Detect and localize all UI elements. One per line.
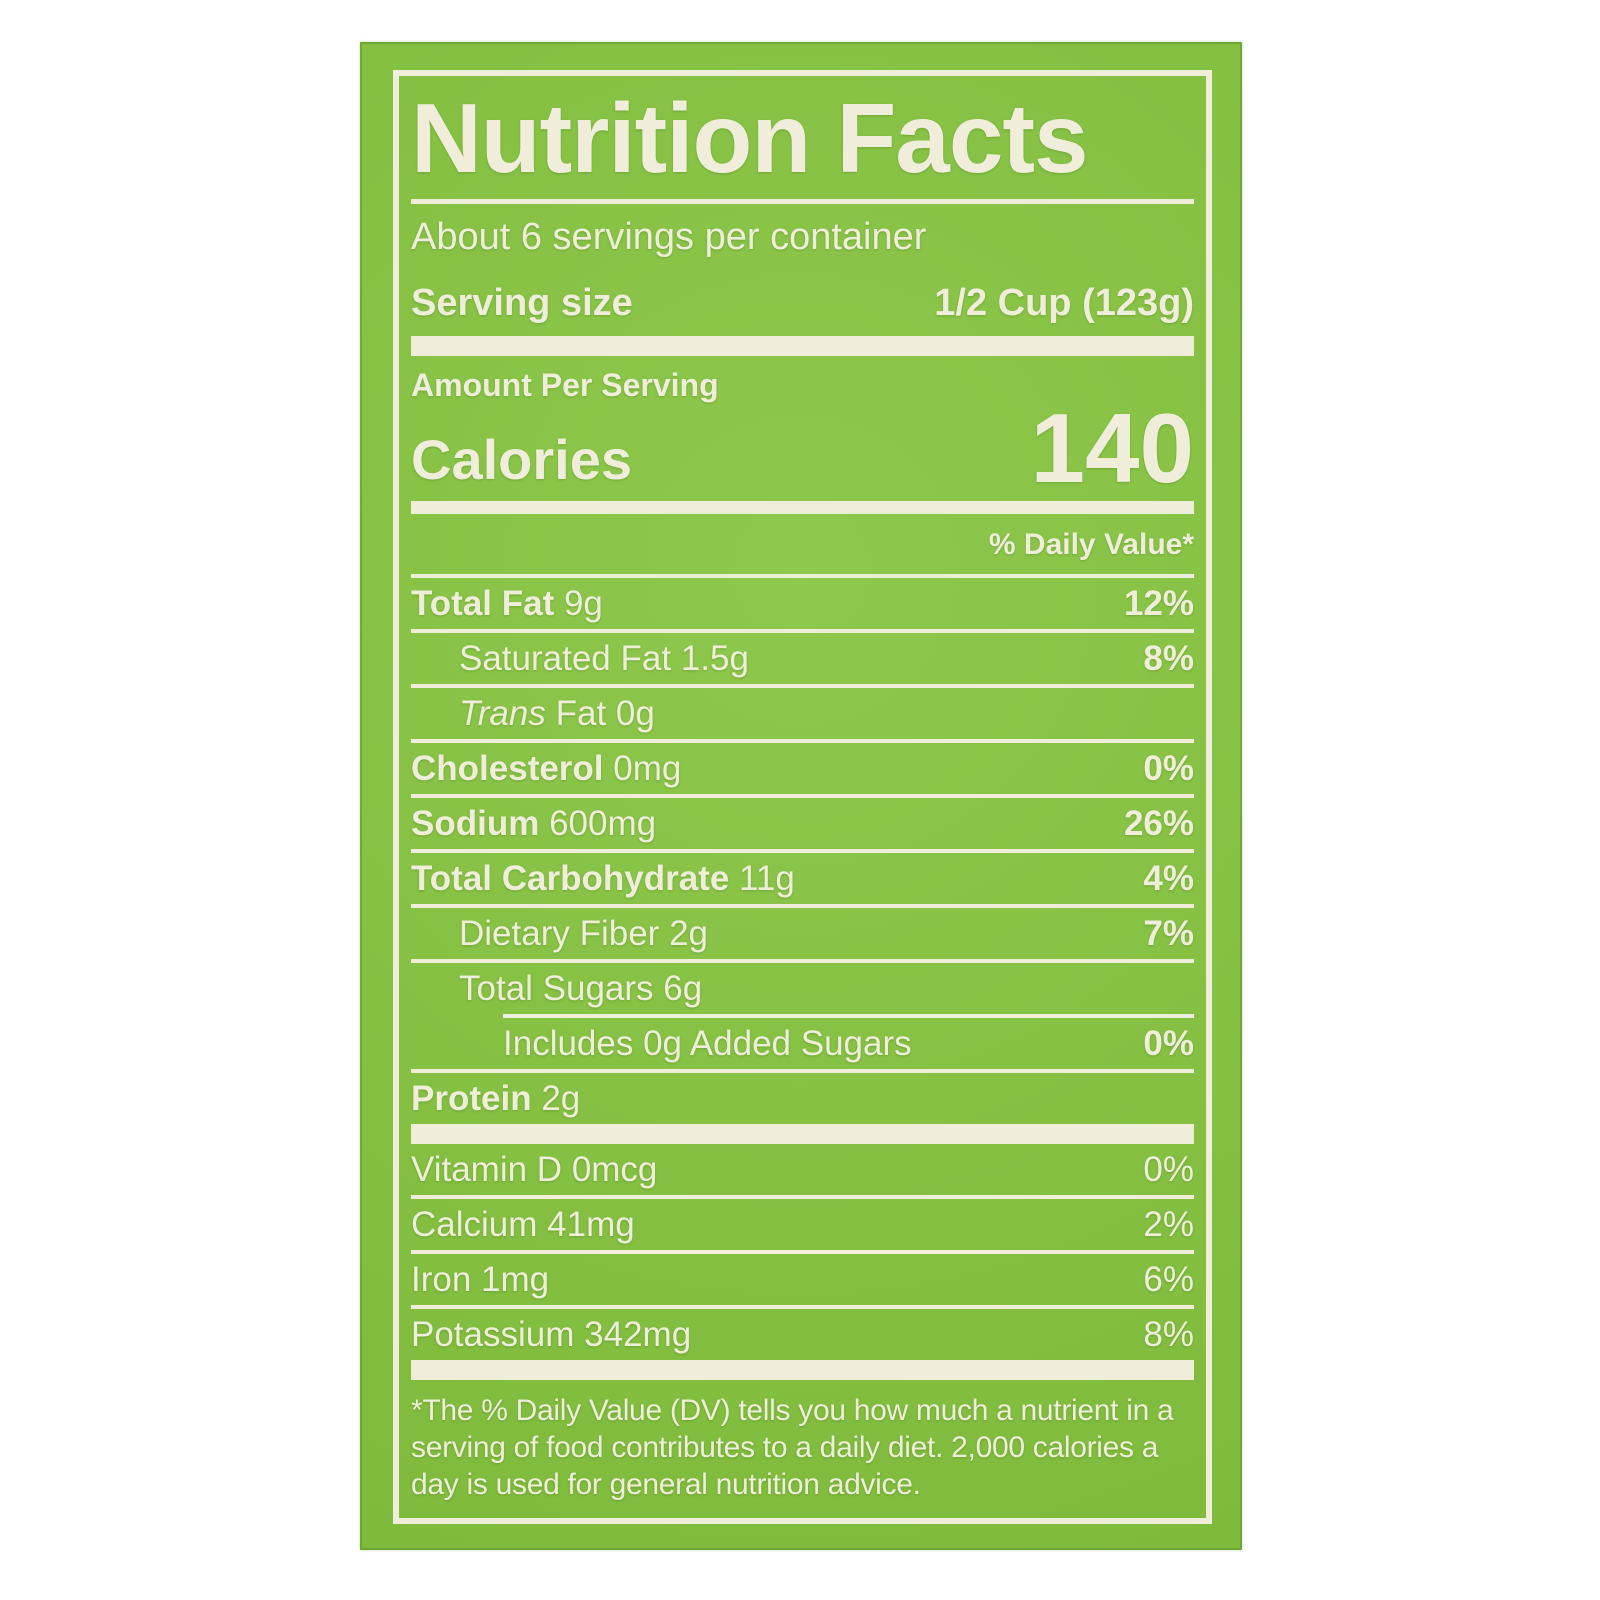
vitamin-amount: 0mcg (571, 1150, 658, 1189)
vitamin-name: Calcium (411, 1205, 538, 1244)
nutrient-amount: 0mg (613, 749, 682, 788)
vitamin-row: Calcium 41mg 2% (411, 1199, 1194, 1254)
nutrient-amount: 600mg (549, 804, 657, 843)
nutrient-row: Total Fat 9g 12% (411, 578, 1194, 633)
label-inner-border-box: Nutrition Facts About 6 servings per con… (393, 70, 1212, 1524)
nutrient-row: Protein 2g (411, 1073, 1194, 1124)
nutrient-name: Protein (411, 1079, 532, 1118)
vitamin-name-amount: Iron 1mg (411, 1254, 549, 1305)
nutrient-name: Total Carbohydrate (411, 859, 730, 898)
vitamin-row: Potassium 342mg 8% (411, 1309, 1194, 1360)
nutrient-name-amount: Protein 2g (411, 1073, 580, 1124)
vitamin-dv: 6% (1143, 1260, 1194, 1299)
nutrient-name-amount: Trans Fat 0g (411, 688, 655, 739)
nutrient-name: Saturated Fat (459, 639, 672, 678)
nutrient-amount: 0g (615, 694, 655, 733)
vitamin-amount: 41mg (547, 1205, 635, 1244)
vitamin-name-amount: Potassium 342mg (411, 1309, 691, 1360)
nutrient-amount: 6g (663, 969, 703, 1008)
nutrient-amount: 2g (541, 1079, 581, 1118)
nutrient-name: Total Sugars (459, 969, 654, 1008)
nutrient-amount: 11g (739, 859, 795, 898)
vitamin-dv: 8% (1143, 1315, 1194, 1354)
thick-separator-bar (411, 1360, 1194, 1380)
serving-size-value: 1/2 Cup (123g) (934, 282, 1194, 324)
nutrient-dv: 26% (1123, 804, 1194, 843)
title-divider (411, 199, 1194, 204)
servings-per-container: About 6 servings per container (411, 216, 927, 258)
nutrient-dv: 12% (1123, 584, 1194, 623)
vitamin-amount: 1mg (481, 1260, 550, 1299)
vitamin-name: Iron (411, 1260, 472, 1299)
nutrient-dv: 8% (1143, 639, 1194, 678)
nutrient-name: Total Fat (411, 584, 555, 623)
divider (411, 574, 1194, 578)
calories-label: Calories (411, 427, 632, 491)
thick-separator-bar (411, 336, 1194, 356)
nutrient-amount: 1.5g (680, 639, 749, 678)
nutrient-name-amount: Total Carbohydrate 11g (411, 853, 795, 904)
nutrient-name-italic: Trans (459, 694, 546, 733)
nutrient-name-amount: Sodium 600mg (411, 798, 656, 849)
thick-separator-bar (411, 1124, 1194, 1144)
serving-size-row: Serving size 1/2 Cup (123g) (411, 278, 1194, 328)
nutrient-amount: 9g (563, 584, 603, 623)
vitamin-dv: 2% (1143, 1205, 1194, 1244)
nutrient-row: Includes 0g Added Sugars 0% (411, 1018, 1194, 1073)
daily-value-footnote: *The % Daily Value (DV) tells you how mu… (411, 1394, 1174, 1501)
calories-value: 140 (1030, 392, 1194, 503)
nutrient-name: Cholesterol (411, 749, 604, 788)
vitamin-name-amount: Vitamin D 0mcg (411, 1144, 657, 1195)
nutrient-row: Trans Fat 0g (411, 688, 1194, 743)
nutrient-name: Dietary Fiber (459, 914, 660, 953)
nutrient-row: Total Carbohydrate 11g 4% (411, 853, 1194, 908)
vitamin-amount: 342mg (584, 1315, 692, 1354)
serving-size-label: Serving size (411, 282, 633, 324)
vitamin-name: Potassium (411, 1315, 575, 1354)
nutrient-name: Sodium (411, 804, 540, 843)
nutrient-name-amount: Cholesterol 0mg (411, 743, 681, 794)
daily-value-header: % Daily Value* (988, 528, 1194, 561)
nutrient-dv: 0% (1143, 1024, 1194, 1063)
indented-divider (503, 1014, 1194, 1018)
vitamin-row: Vitamin D 0mcg 0% (411, 1144, 1194, 1199)
nutrient-row: Total Sugars 6g (411, 963, 1194, 1014)
nutrient-dv: 4% (1143, 859, 1194, 898)
nutrient-name-amount: Dietary Fiber 2g (411, 908, 708, 959)
medium-separator-bar (411, 501, 1194, 514)
nutrient-row: Dietary Fiber 2g 7% (411, 908, 1194, 963)
vitamin-dv: 0% (1143, 1150, 1194, 1189)
nutrient-row: Saturated Fat 1.5g 8% (411, 633, 1194, 688)
nutrient-name-amount: Saturated Fat 1.5g (411, 633, 749, 684)
nutrient-dv: 0% (1143, 749, 1194, 788)
vitamin-name: Vitamin D (411, 1150, 563, 1189)
nutrition-facts-label: Nutrition Facts About 6 servings per con… (360, 42, 1242, 1550)
nutrient-row: Cholesterol 0mg 0% (411, 743, 1194, 798)
amount-per-serving-label: Amount Per Serving (411, 367, 719, 403)
nutrient-row: Sodium 600mg 26% (411, 798, 1194, 853)
vitamin-name-amount: Calcium 41mg (411, 1199, 635, 1250)
nutrient-amount: 2g (669, 914, 708, 953)
calories-row: Calories 140 (411, 392, 1194, 503)
nutrient-name-amount: Total Fat 9g (411, 578, 603, 629)
nutrient-name: Includes 0g Added Sugars (503, 1024, 912, 1063)
nutrient-dv: 7% (1143, 914, 1194, 953)
vitamin-row: Iron 1mg 6% (411, 1254, 1194, 1309)
nutrient-name-rest: Fat (555, 694, 607, 733)
label-title: Nutrition Facts (411, 83, 1088, 193)
nutrient-name-amount: Total Sugars 6g (411, 963, 702, 1014)
